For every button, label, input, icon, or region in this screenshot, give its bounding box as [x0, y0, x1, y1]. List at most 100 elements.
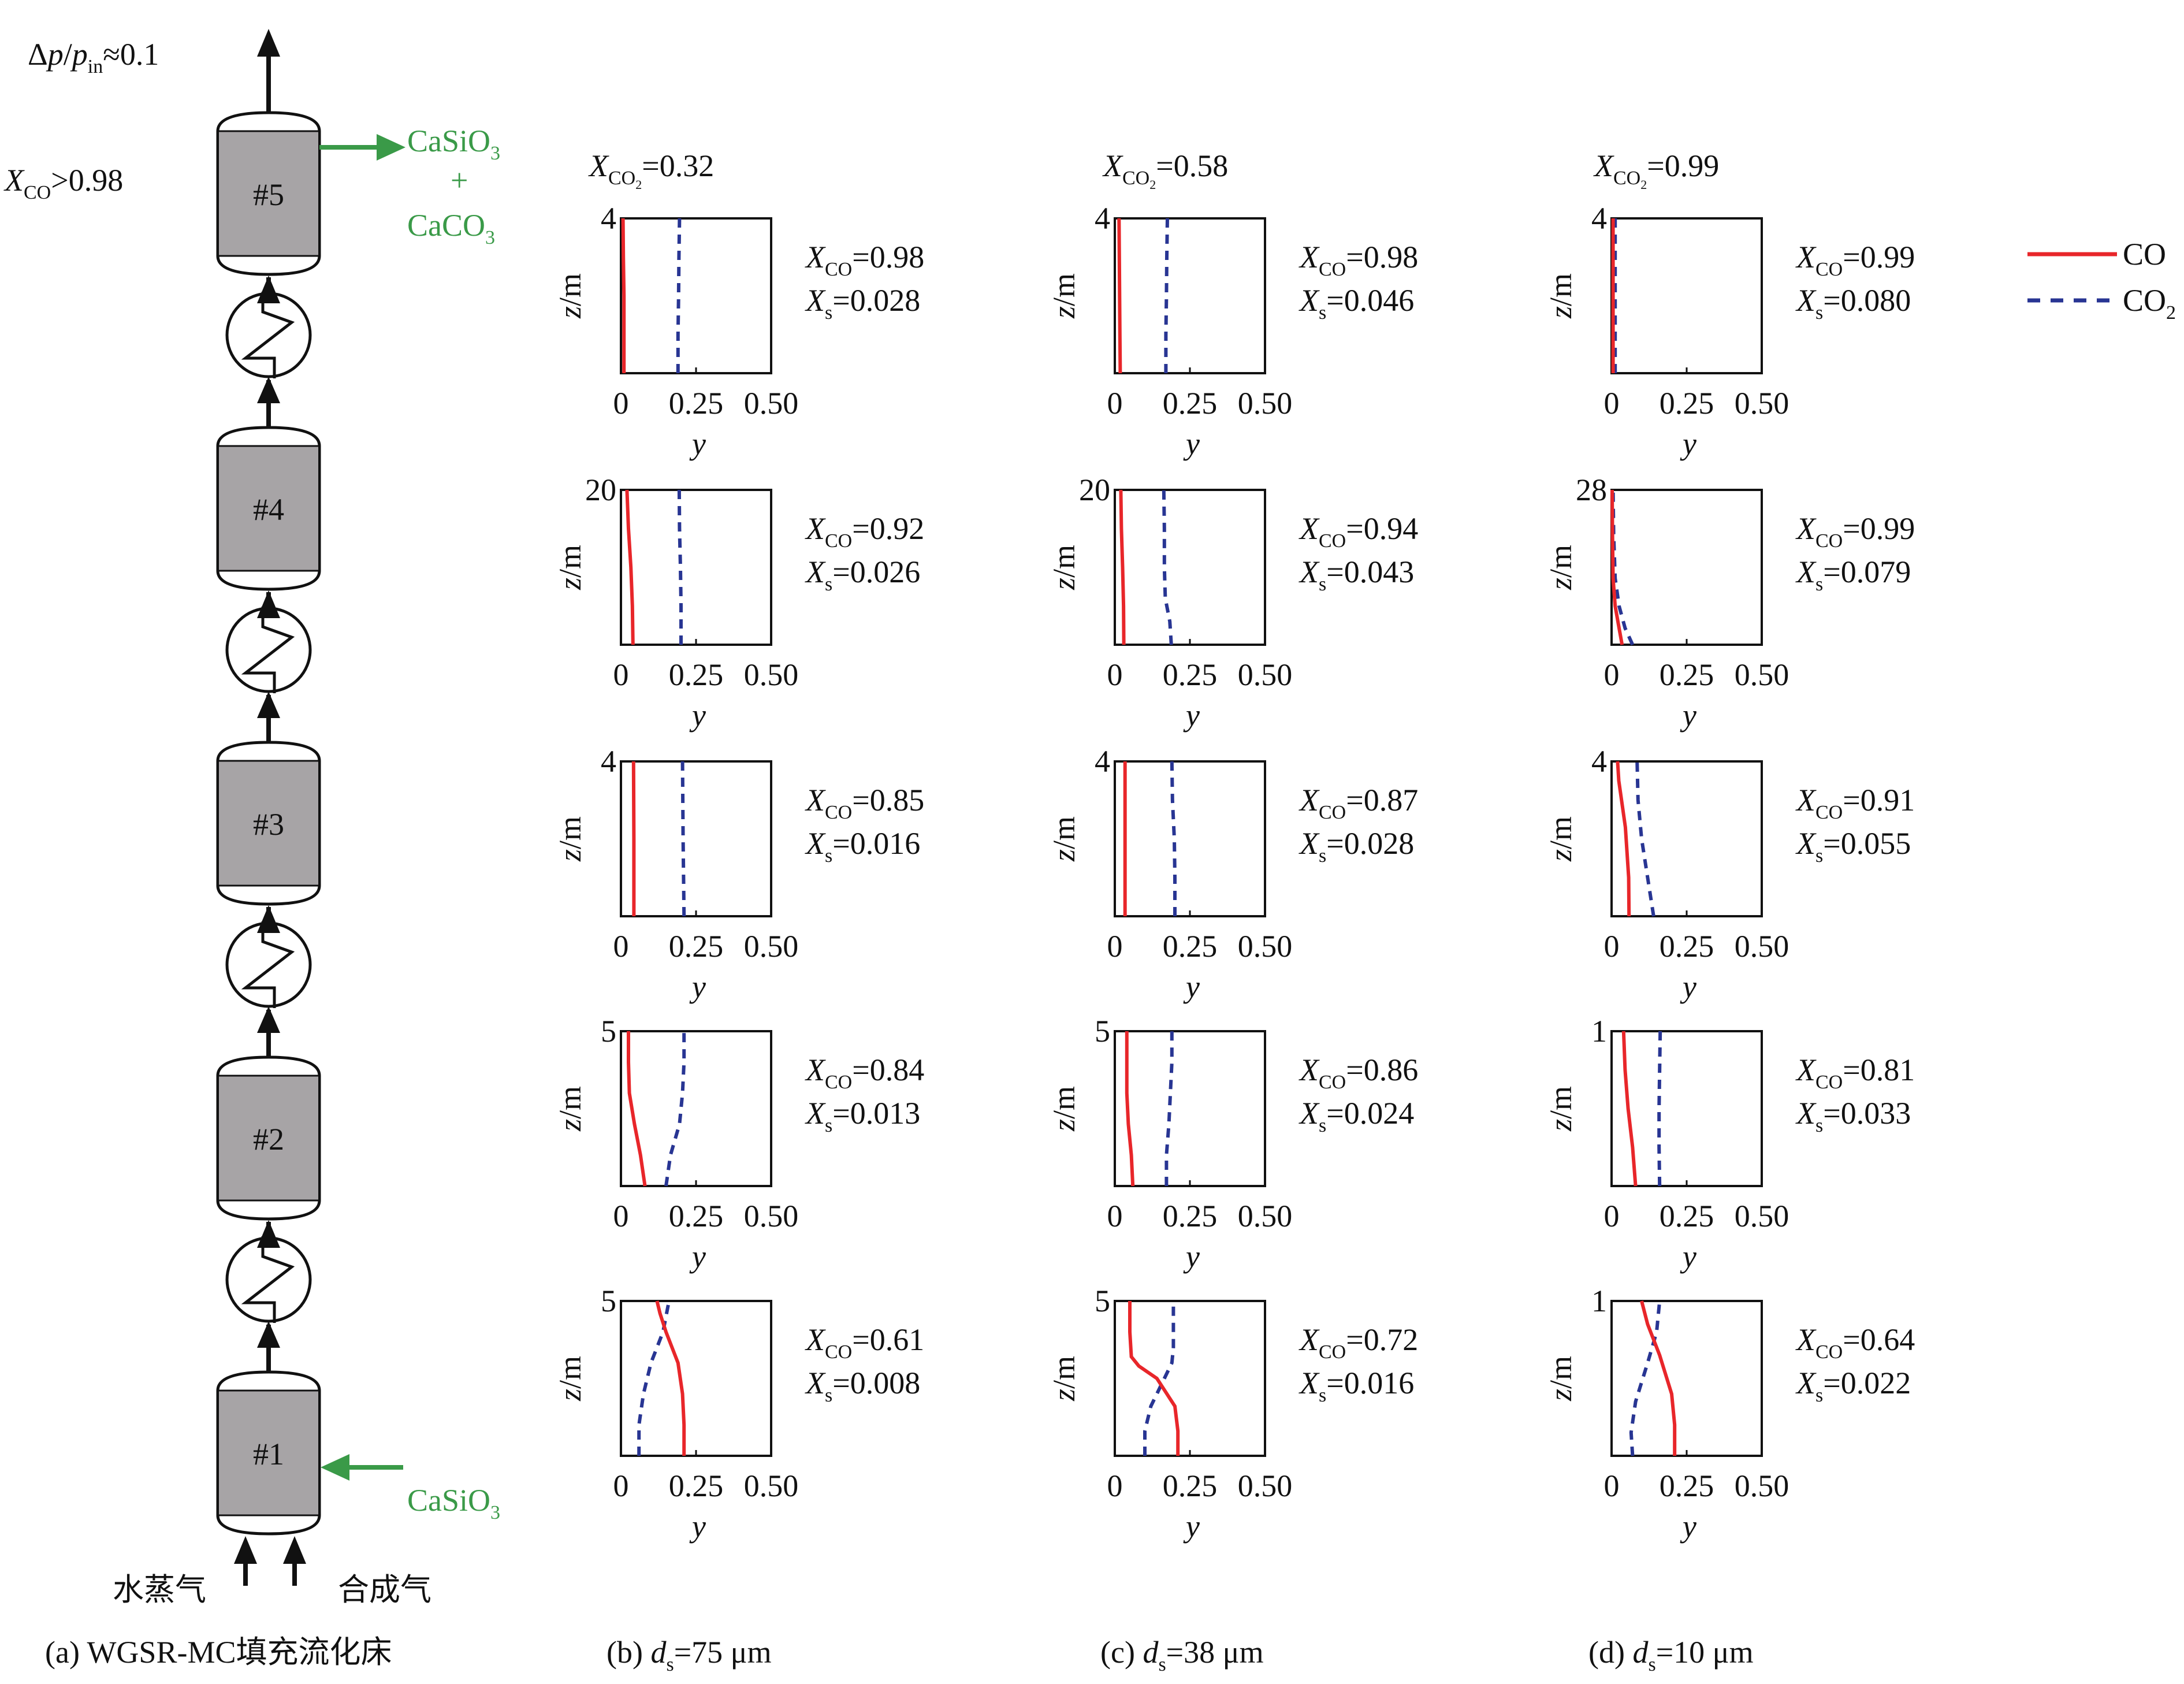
co-profile-line — [1117, 218, 1122, 374]
panel-frame — [1114, 1300, 1266, 1457]
co-conversion-annotation: XCO=0.64 — [1795, 1322, 1915, 1363]
panel-frame — [620, 1300, 772, 1457]
y-axis-label: z/m — [1047, 545, 1081, 590]
y-axis-label: z/m — [1543, 273, 1578, 319]
x-axis-label: y — [1183, 1509, 1200, 1544]
packed-bed — [219, 761, 318, 886]
x-tick-label: 0.50 — [1735, 929, 1789, 964]
co-profile-line — [625, 489, 635, 645]
co2-profile-line — [664, 1031, 686, 1187]
outlet-casio3-label: CaSiO3 — [407, 124, 500, 164]
x-tick-label: 0.25 — [1163, 1199, 1218, 1233]
packed-bed — [219, 446, 318, 571]
x-tick-label: 0.50 — [1735, 386, 1789, 421]
co-conversion-annotation: XCO=0.94 — [1299, 511, 1418, 552]
connector-arrowhead — [257, 276, 280, 303]
reactor-vessel: #2 — [216, 1055, 321, 1221]
x-axis-label: y — [1680, 1509, 1696, 1544]
heat-exchanger-coil — [241, 607, 295, 693]
column-caption: (c) ds=38 μm — [1100, 1635, 1264, 1675]
y-axis-label: z/m — [1543, 1356, 1578, 1402]
co-profile-line — [1610, 489, 1624, 645]
co-conversion-annotation: XCO=0.99 — [1795, 511, 1915, 552]
feed-arrowhead — [234, 1536, 257, 1564]
y-axis-label: z/m — [1047, 1356, 1081, 1402]
x-tick-label: 0.50 — [744, 1469, 799, 1503]
y-axis-label: z/m — [553, 1356, 587, 1402]
co-conversion-annotation: XCO=0.91 — [1795, 783, 1915, 823]
co-profile-line — [627, 1031, 647, 1187]
caption-a: (a) WGSR-MC填充流化床 — [45, 1635, 392, 1670]
x-tick-label: 0.50 — [1238, 1199, 1293, 1233]
overall-conversion-label: XCO>0.98 — [3, 163, 123, 203]
outlet-caco3-label: CaCO3 — [407, 208, 495, 248]
connector-arrowhead — [257, 1006, 280, 1033]
co-profile-line — [1616, 761, 1631, 917]
reactor-vessel: #1 — [216, 1370, 321, 1536]
outlet-plus-label: + — [451, 163, 468, 198]
z-tick-label: 4 — [1591, 201, 1607, 236]
x-axis-label: y — [1680, 969, 1696, 1004]
inlet-casio3-label: CaSiO3 — [407, 1483, 500, 1523]
panel-frame — [1114, 1030, 1266, 1187]
z-tick-label: 20 — [1079, 473, 1110, 507]
y-axis-label: z/m — [1047, 816, 1081, 862]
y-axis-label: z/m — [1543, 545, 1578, 590]
x-tick-label: 0 — [613, 1469, 629, 1503]
x-axis-label: y — [1183, 426, 1200, 461]
x-tick-label: 0.25 — [1163, 929, 1218, 964]
panel-frame — [1114, 760, 1266, 917]
y-axis-label: z/m — [1047, 1086, 1081, 1132]
y-axis-label: z/m — [553, 545, 587, 590]
solid-conversion-annotation: Xs=0.022 — [1795, 1366, 1911, 1406]
z-tick-label: 5 — [601, 1284, 616, 1318]
solid-conversion-annotation: Xs=0.079 — [1795, 555, 1911, 595]
x-tick-label: 0 — [1107, 1199, 1123, 1233]
y-axis-label: z/m — [1047, 273, 1081, 319]
legend-label: CO2 — [2123, 283, 2176, 324]
solids-outlet-arrowhead — [377, 134, 405, 161]
co-profile-line — [655, 1300, 686, 1456]
panel-frame — [620, 760, 772, 917]
legend-item: CO — [2027, 237, 2166, 272]
reactor-column: #5 #4 #3 #2 #1 — [216, 29, 405, 1586]
x-tick-label: 0 — [1604, 1469, 1620, 1503]
solid-conversion-annotation: Xs=0.028 — [805, 283, 920, 324]
column-header: XCO2=0.32 — [588, 148, 714, 192]
co-profile-line — [621, 218, 626, 373]
x-tick-label: 0.25 — [669, 1199, 724, 1233]
x-tick-label: 0.50 — [1735, 1199, 1789, 1233]
x-tick-label: 0 — [613, 1199, 629, 1233]
reactor-vessel: #3 — [216, 741, 321, 906]
column-headers: XCO2=0.32 XCO2=0.58 XCO2=0.99 — [588, 148, 1719, 192]
solid-conversion-annotation: Xs=0.016 — [1299, 1366, 1414, 1406]
solid-conversion-annotation: Xs=0.080 — [1795, 283, 1911, 324]
co-conversion-annotation: XCO=0.81 — [1795, 1053, 1915, 1093]
x-tick-label: 0.50 — [744, 1199, 799, 1233]
reactor-label: #2 — [253, 1122, 284, 1157]
solid-conversion-annotation: Xs=0.016 — [805, 826, 920, 867]
solid-conversion-annotation: Xs=0.013 — [805, 1096, 920, 1136]
x-tick-label: 0 — [1107, 1469, 1123, 1503]
panel-frame — [1114, 489, 1266, 646]
x-tick-label: 0.50 — [1735, 1469, 1789, 1503]
x-tick-label: 0 — [613, 386, 629, 421]
x-tick-label: 0 — [613, 657, 629, 692]
x-tick-label: 0.25 — [1660, 1199, 1714, 1233]
z-tick-label: 4 — [1095, 744, 1110, 779]
x-tick-label: 0.50 — [1238, 929, 1293, 964]
co-conversion-annotation: XCO=0.86 — [1299, 1053, 1418, 1093]
column-header: XCO2=0.99 — [1593, 148, 1719, 192]
legend-item: CO2 — [2027, 283, 2176, 324]
co2-profile-line — [1635, 761, 1655, 917]
panel-frame — [1610, 1030, 1763, 1187]
syngas-feed-label: 合成气 — [338, 1571, 431, 1608]
